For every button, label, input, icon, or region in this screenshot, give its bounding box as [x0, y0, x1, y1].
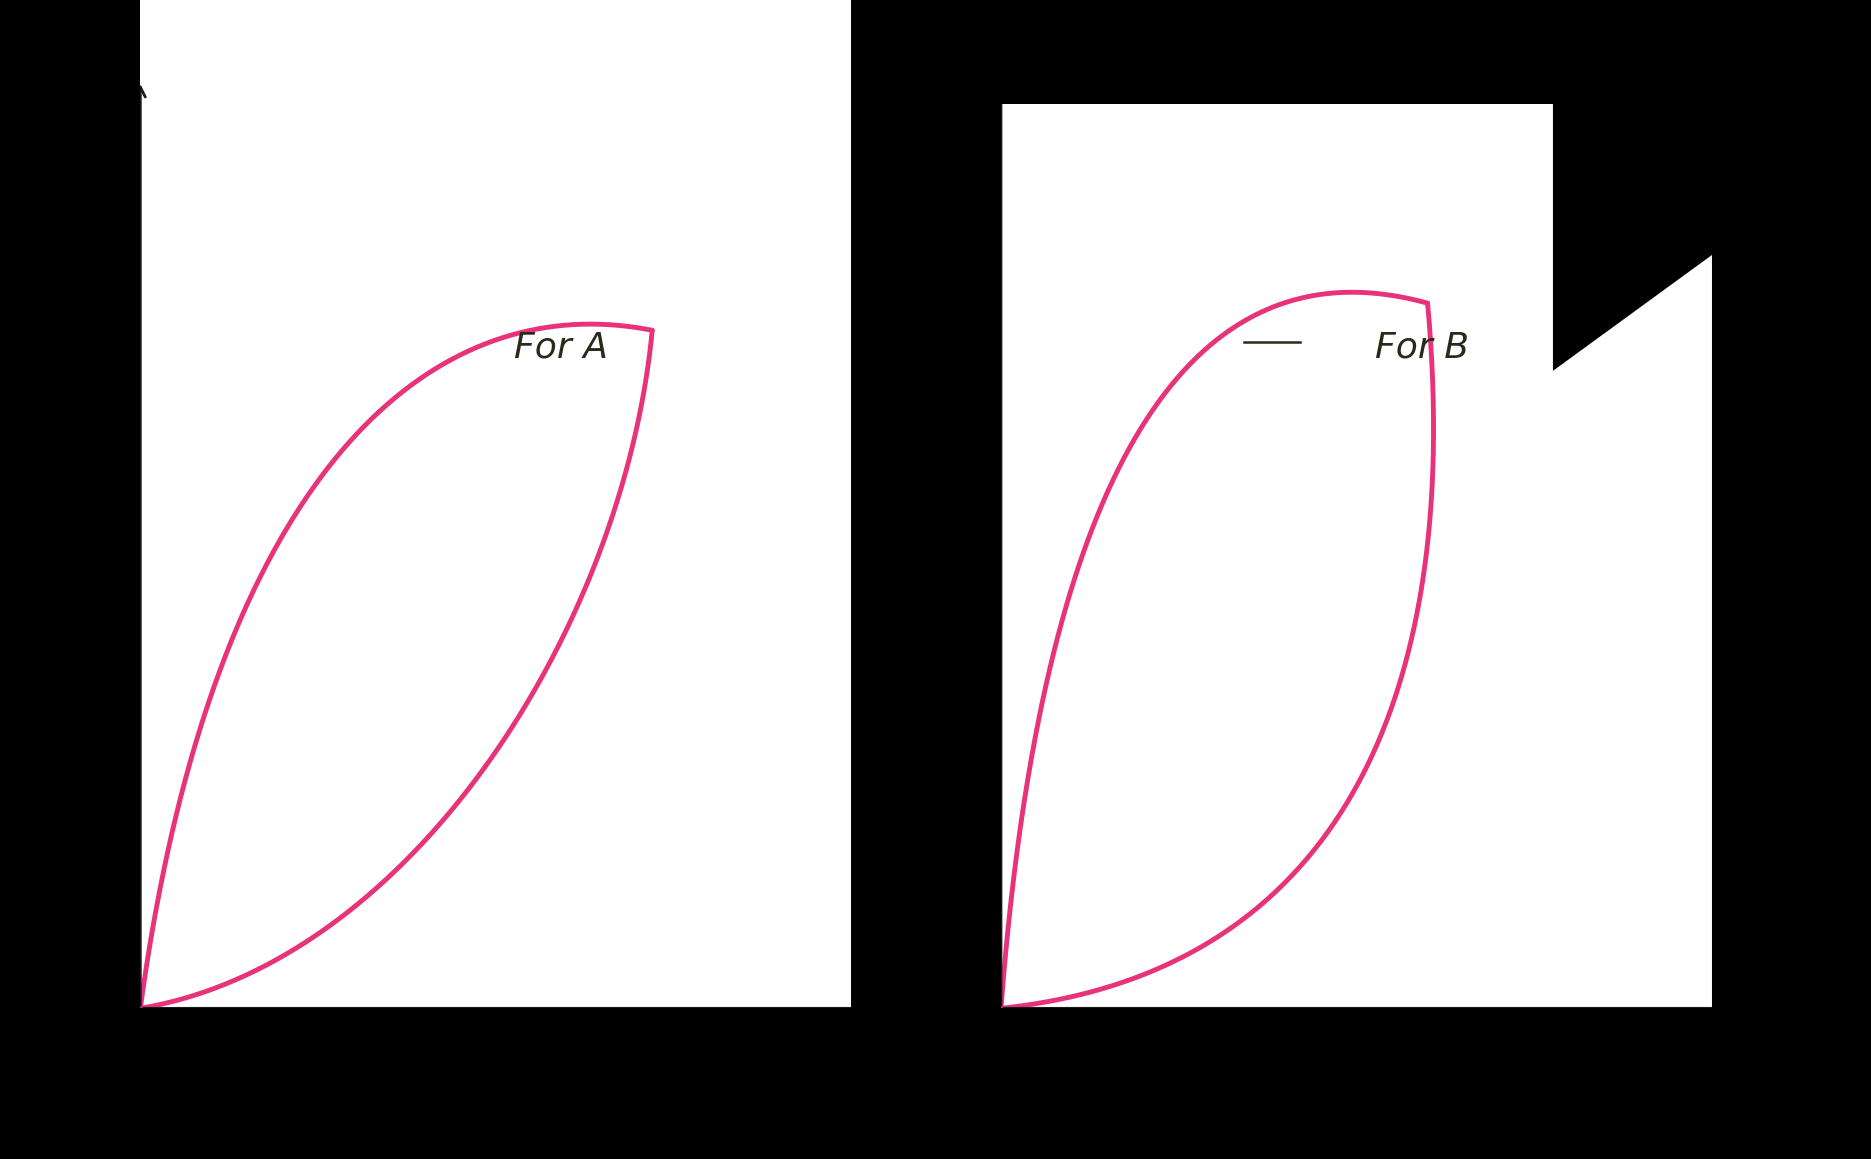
- Polygon shape: [0, 104, 140, 1159]
- Text: For A: For A: [515, 330, 608, 365]
- Polygon shape: [1001, 0, 1553, 104]
- Text: For B: For B: [1375, 330, 1469, 365]
- Text: Strain: Strain: [1321, 1051, 1411, 1081]
- Text: Stress: Stress: [88, 416, 118, 511]
- Polygon shape: [140, 1008, 851, 1159]
- Polygon shape: [851, 0, 1001, 1159]
- Polygon shape: [1001, 1008, 1712, 1159]
- Polygon shape: [0, 0, 140, 104]
- Text: Stress: Stress: [949, 416, 979, 511]
- Polygon shape: [1553, 0, 1871, 1159]
- Polygon shape: [1712, 0, 1871, 1159]
- Text: Strain: Strain: [460, 1051, 550, 1081]
